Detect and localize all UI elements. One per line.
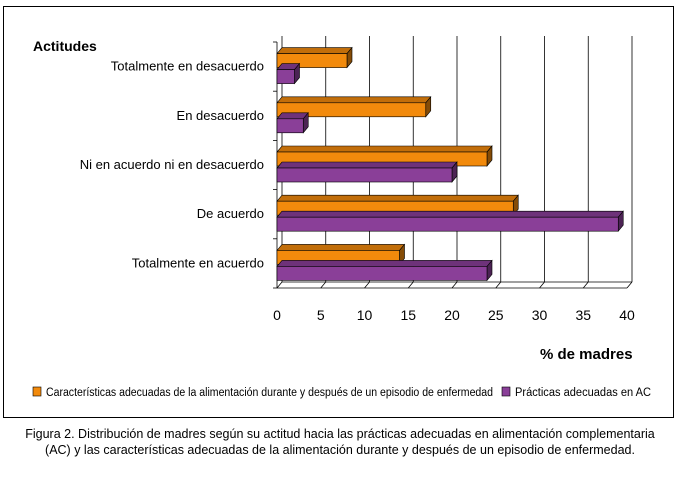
bar-front-face	[276, 69, 295, 84]
floor-line	[320, 281, 327, 289]
category-label: Totalmente en desacuerdo	[111, 59, 264, 74]
x-tick-label: 5	[317, 307, 325, 323]
x-tick-label: 25	[488, 307, 504, 323]
floor-line	[539, 281, 545, 289]
bar-front-face	[276, 102, 427, 118]
chart: Totalmente en desacuerdo En desacuerdo Ni …	[32, 36, 651, 399]
bar-caracteristicas	[276, 95, 432, 118]
category-label: Ni en acuerdo ni en desacuerdo	[80, 157, 264, 172]
legend-swatch	[32, 386, 42, 397]
bar-top-face	[276, 145, 493, 153]
bar-top-face	[276, 96, 432, 104]
bar-practicas	[276, 210, 624, 233]
category-label: En desacuerdo	[177, 108, 264, 123]
bar-top-face	[276, 161, 458, 169]
x-tick-label: 10	[357, 307, 373, 323]
figure-caption: Figura 2. Distribución de madres según s…	[25, 427, 655, 457]
x-tick-label: 0	[273, 307, 281, 323]
bar-top-face	[276, 210, 624, 218]
bar-practicas	[276, 259, 493, 282]
x-tick-label: 20	[444, 307, 460, 323]
bar-front-face	[276, 118, 304, 134]
category-label: Totalmente en acuerdo	[132, 255, 264, 270]
legend-swatch	[501, 386, 511, 397]
bar-front-face	[276, 266, 488, 281]
bar-front-face	[276, 167, 453, 183]
bar-top-face	[276, 244, 406, 251]
bar-practicas	[276, 161, 458, 183]
floor-line	[495, 281, 502, 289]
floor-line	[451, 281, 458, 289]
floor-line	[582, 281, 589, 289]
legend-label: Características adecuadas de la alimenta…	[46, 387, 493, 399]
x-tick-label: 30	[532, 307, 548, 323]
x-tick-label: 40	[619, 307, 635, 323]
bar-top-face	[276, 194, 519, 202]
bar-practicas	[276, 111, 309, 134]
bar-top-face	[276, 112, 309, 120]
bar-front-face	[276, 216, 619, 232]
floor-line	[364, 281, 370, 289]
legend-label: Prácticas adecuadas en AC	[515, 387, 651, 399]
legend: Características adecuadas de la alimenta…	[32, 386, 651, 399]
category-label: De acuerdo	[197, 206, 264, 221]
floor-line	[407, 281, 414, 289]
x-tick-label: 35	[575, 307, 591, 323]
floor-line	[626, 281, 633, 289]
y-axis-title: Actitudes	[33, 38, 97, 54]
bar-top-face	[276, 260, 493, 267]
bar-practicas	[276, 62, 301, 85]
x-tick-label: 15	[400, 307, 416, 323]
bar-top-face	[276, 47, 353, 54]
floor-left	[276, 281, 283, 289]
x-axis-title: % de madres	[540, 346, 633, 363]
